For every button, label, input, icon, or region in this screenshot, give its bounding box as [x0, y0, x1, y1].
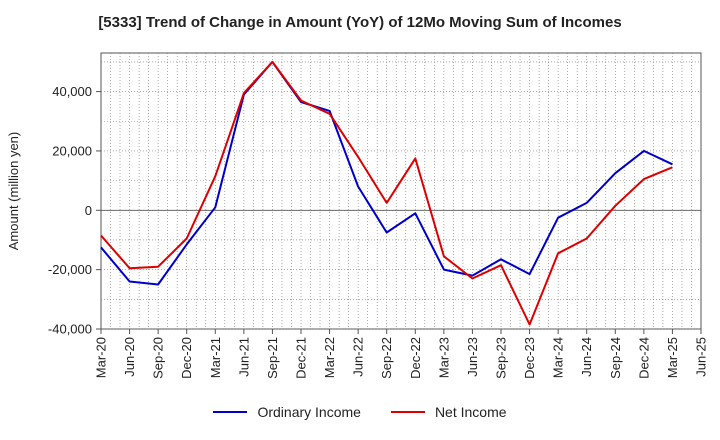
- x-tick-label: Mar-24: [551, 337, 566, 378]
- y-tick-label: 0: [85, 203, 92, 218]
- x-tick-label: Mar-21: [208, 337, 223, 378]
- x-tick-label: Dec-22: [408, 337, 423, 379]
- axis-layer: -40,000 -20,000 0 20,000 40,000 Mar-20 Jun-20 S…: [48, 84, 709, 379]
- x-tick-label: Dec-23: [522, 337, 537, 379]
- x-tick-label: Jun-22: [351, 337, 366, 377]
- legend-swatch-net-income: [390, 411, 425, 413]
- y-tick-label: -20,000: [48, 262, 92, 277]
- x-tick-label: Mar-23: [436, 337, 451, 378]
- x-tick-label: Dec-24: [636, 337, 651, 379]
- series-line-ordinary-income: [100, 60, 673, 286]
- legend-item-net-income: Net Income: [390, 404, 507, 420]
- x-tick-label: Sep-24: [608, 337, 623, 379]
- y-tick-label: -40,000: [48, 322, 92, 337]
- y-tick-label: 20,000: [52, 143, 92, 158]
- x-tick-label: Mar-22: [322, 337, 337, 378]
- x-tick-label: Mar-20: [94, 337, 109, 378]
- legend: Ordinary Income Net Income: [0, 404, 720, 420]
- x-tick-label: Jun-23: [465, 337, 480, 377]
- x-tick-label: Jun-21: [236, 337, 251, 377]
- x-tick-label: Sep-21: [265, 337, 280, 379]
- plot-frame: [100, 52, 702, 330]
- grid-layer: [100, 52, 702, 330]
- legend-swatch-ordinary-income: [213, 411, 248, 413]
- chart-title: [5333] Trend of Change in Amount (YoY) o…: [98, 14, 622, 31]
- x-tick-label: Dec-20: [179, 337, 194, 379]
- x-tick-label: Dec-21: [294, 337, 309, 379]
- y-tick-label: 40,000: [52, 84, 92, 99]
- x-tick-label: Sep-22: [379, 337, 394, 379]
- x-tick-label: Sep-23: [494, 337, 509, 379]
- series-line-net-income: [100, 60, 673, 326]
- x-tick-label: Jun-20: [122, 337, 137, 377]
- y-axis-label: Amount (million yen): [6, 132, 21, 251]
- x-tick-label: Mar-25: [665, 337, 680, 378]
- x-tick-label: Jun-25: [694, 337, 709, 377]
- x-tick-label: Jun-24: [579, 337, 594, 377]
- series-layer: [100, 60, 673, 326]
- legend-item-ordinary-income: Ordinary Income: [213, 404, 361, 420]
- legend-label-ordinary-income: Ordinary Income: [257, 404, 361, 420]
- x-tick-label: Sep-20: [151, 337, 166, 379]
- legend-label-net-income: Net Income: [434, 404, 507, 420]
